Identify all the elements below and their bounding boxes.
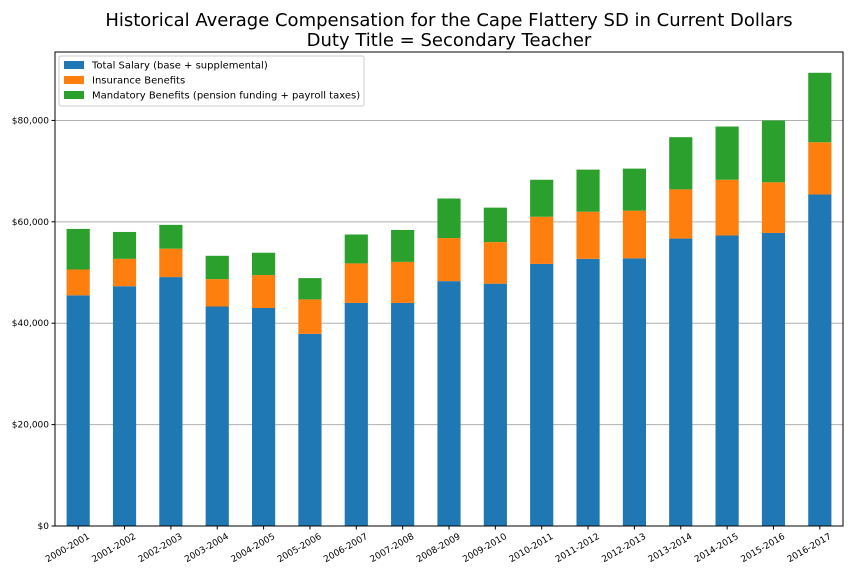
x-tick-label: 2014-2015 [693, 532, 740, 565]
y-tick-label: $60,000 [12, 218, 49, 228]
x-tick-label: 2015-2016 [739, 532, 787, 565]
bar-segment [761, 232, 786, 526]
bars [66, 72, 832, 526]
x-axis: 2000-20012001-20022002-20032003-20042004… [44, 526, 833, 565]
x-tick-label: 2009-2010 [461, 532, 509, 565]
bar-segment [298, 278, 322, 300]
bar-segment [669, 238, 693, 526]
y-tick-label: $80,000 [12, 116, 49, 126]
x-tick-label: 2008-2009 [415, 532, 463, 565]
bar-segment [530, 179, 554, 217]
bar-segment [344, 234, 368, 264]
bar-segment [808, 72, 832, 143]
y-axis: $0 $20,000 $40,000 $60,000 $80,000 [12, 116, 55, 532]
bar-segment [808, 142, 832, 195]
bar-segment [159, 248, 183, 278]
bar-segment [715, 179, 739, 236]
bar-segment [483, 207, 507, 243]
bar-segment [622, 258, 646, 526]
x-tick-label: 2002-2003 [137, 532, 184, 565]
bar-segment [761, 120, 786, 183]
x-tick-label: 2006-2007 [322, 532, 369, 565]
bar-segment [622, 210, 646, 259]
bar-segment [483, 242, 507, 284]
x-tick-label: 2013-2014 [647, 532, 695, 565]
bar-segment [576, 258, 600, 526]
bar-segment [112, 258, 137, 287]
legend-swatch [64, 91, 84, 99]
bar-segment [252, 308, 276, 526]
x-tick-label: 2003-2004 [183, 532, 231, 565]
bar-segment [205, 279, 229, 307]
bar-segment [576, 169, 600, 212]
legend-swatch [64, 61, 84, 69]
bar-segment [437, 198, 461, 239]
legend-label: Total Salary (base + supplemental) [91, 61, 268, 72]
bar-segment [298, 333, 322, 526]
x-tick-label: 2007-2008 [369, 532, 417, 565]
bar-segment [391, 261, 415, 303]
bar-segment [437, 238, 461, 282]
bar-segment [66, 295, 90, 526]
chart-subtitle: Duty Title = Secondary Teacher [307, 30, 592, 51]
bar-segment [437, 281, 461, 526]
bar-segment [205, 306, 229, 526]
bar-segment [669, 137, 693, 190]
bar-segment [252, 275, 276, 309]
y-tick-label: $0 [38, 522, 50, 532]
bar-segment [530, 216, 554, 264]
bar-segment [391, 302, 415, 526]
bar-segment [66, 269, 90, 296]
x-tick-label: 2005-2006 [276, 532, 324, 565]
bar-segment [344, 302, 368, 526]
bar-segment [715, 235, 739, 526]
bar-segment [530, 263, 554, 526]
x-tick-label: 2004-2005 [230, 532, 277, 565]
bar-segment [252, 252, 276, 276]
x-tick-label: 2011-2012 [554, 532, 601, 565]
y-tick-label: $20,000 [12, 421, 49, 431]
bar-segment [761, 182, 786, 233]
legend: Total Salary (base + supplemental) Insura… [58, 55, 365, 107]
bar-segment [622, 168, 646, 211]
bar-segment [808, 194, 832, 526]
x-tick-label: 2001-2002 [91, 532, 138, 565]
bar-segment [112, 231, 137, 259]
legend-label: Mandatory Benefits (pension funding + pa… [92, 91, 360, 102]
x-tick-label: 2016-2017 [786, 532, 833, 565]
x-tick-label: 2012-2013 [600, 532, 647, 565]
bar-segment [159, 277, 183, 526]
x-tick-label: 2000-2001 [44, 532, 91, 565]
y-tick-label: $40,000 [12, 319, 49, 329]
bar-segment [205, 255, 229, 280]
chart-title: Historical Average Compensation for the … [105, 10, 792, 31]
bar-segment [159, 224, 183, 249]
bar-segment [391, 229, 415, 262]
bar-segment [344, 263, 368, 303]
bar-segment [715, 126, 739, 180]
bar-segment [298, 299, 322, 334]
legend-label: Insurance Benefits [92, 76, 185, 87]
bar-segment [669, 189, 693, 239]
legend-box [58, 55, 365, 107]
x-tick-label: 2010-2011 [508, 532, 555, 565]
bar-segment [576, 211, 600, 259]
bar-segment [483, 283, 507, 526]
bar-segment [66, 228, 90, 270]
bar-segment [112, 286, 137, 526]
legend-swatch [64, 76, 84, 84]
